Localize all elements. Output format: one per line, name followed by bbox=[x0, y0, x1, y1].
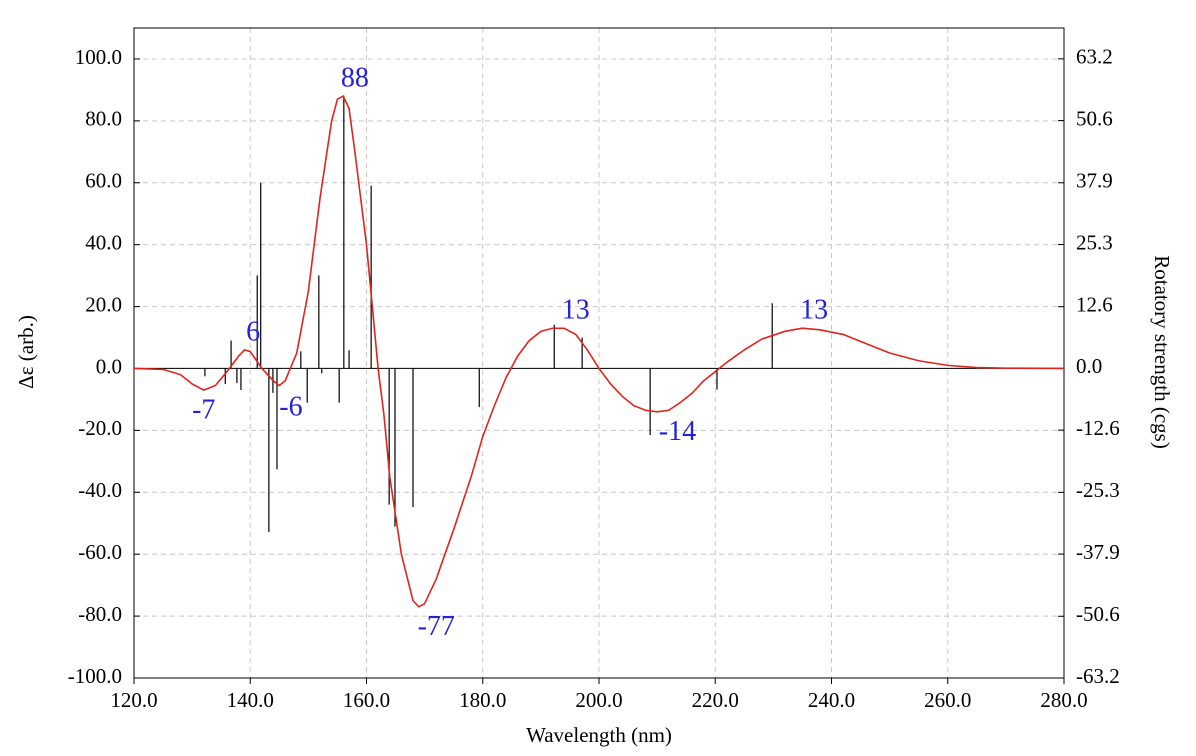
y-tick-label: -60.0 bbox=[78, 540, 122, 564]
y2-tick-label: -63.2 bbox=[1076, 664, 1120, 688]
y2-tick-label: 37.9 bbox=[1076, 169, 1113, 193]
y2-tick-label: 63.2 bbox=[1076, 45, 1113, 69]
x-tick-label: 260.0 bbox=[924, 688, 971, 712]
y2-tick-label: -25.3 bbox=[1076, 478, 1120, 502]
x-axis-label: Wavelength (nm) bbox=[526, 723, 672, 747]
y2-tick-label: -37.9 bbox=[1076, 540, 1120, 564]
y2-tick-label: 50.6 bbox=[1076, 106, 1113, 130]
x-tick-label: 180.0 bbox=[459, 688, 506, 712]
x-tick-label: 220.0 bbox=[692, 688, 739, 712]
y-axis-label: Δε (arb.) bbox=[14, 315, 38, 389]
spectrum-curve bbox=[133, 94, 1065, 608]
y2-tick-label: 0.0 bbox=[1076, 354, 1102, 378]
x-tick-label: 200.0 bbox=[575, 688, 622, 712]
y-tick-label: -80.0 bbox=[78, 602, 122, 626]
y2-axis-label: Rotatory strength (cgs) bbox=[1150, 255, 1174, 449]
y2-tick-label: 25.3 bbox=[1076, 230, 1113, 254]
x-tick-label: 240.0 bbox=[808, 688, 855, 712]
peak-label: 13 bbox=[800, 295, 828, 326]
x-tick-label: 280.0 bbox=[1040, 688, 1087, 712]
plot-frame bbox=[133, 27, 1065, 679]
y-tick-label: -100.0 bbox=[68, 664, 122, 688]
x-tick-label: 160.0 bbox=[343, 688, 390, 712]
peak-label: 13 bbox=[562, 295, 590, 326]
y-tick-label: 60.0 bbox=[85, 169, 122, 193]
x-tick-label: 120.0 bbox=[110, 688, 157, 712]
y-tick-label: -40.0 bbox=[78, 478, 122, 502]
y2-tick-label: -12.6 bbox=[1076, 416, 1120, 440]
peak-label: -7 bbox=[192, 395, 215, 426]
y-tick-label: 100.0 bbox=[75, 45, 122, 69]
x-tick-label: 140.0 bbox=[227, 688, 274, 712]
y-tick-label: 20.0 bbox=[85, 292, 122, 316]
y-tick-label: -20.0 bbox=[78, 416, 122, 440]
peak-label: -14 bbox=[659, 416, 696, 447]
y-tick-label: 0.0 bbox=[96, 354, 122, 378]
peak-label: -77 bbox=[418, 611, 455, 642]
peak-label: 6 bbox=[246, 316, 260, 347]
y2-tick-label: 12.6 bbox=[1076, 293, 1113, 317]
y-tick-label: 80.0 bbox=[85, 107, 122, 131]
y-tick-label: 40.0 bbox=[85, 230, 122, 254]
y2-tick-label: -50.6 bbox=[1076, 602, 1120, 626]
peak-label: -6 bbox=[279, 391, 302, 422]
peak-label: 88 bbox=[341, 63, 369, 94]
